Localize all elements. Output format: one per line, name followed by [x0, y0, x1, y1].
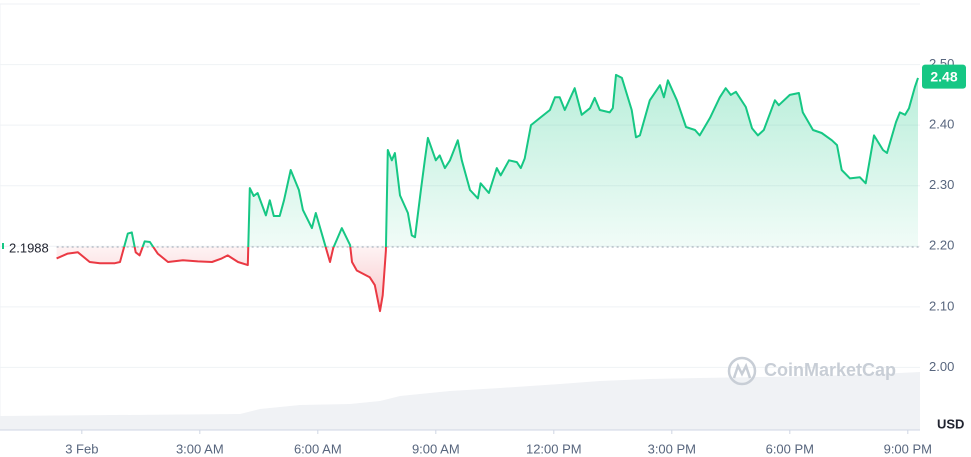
y-tick-label: 2.40	[929, 117, 954, 132]
y-tick-label: 2.00	[929, 359, 954, 374]
x-tick-label: 6:00 PM	[766, 441, 814, 456]
current-price-label: 2.48	[930, 68, 957, 84]
y-tick-label: 2.30	[929, 177, 954, 192]
price-line	[56, 73, 919, 313]
x-tick-label: 12:00 PM	[526, 441, 582, 456]
plot	[56, 73, 920, 313]
x-tick-label: 3:00 AM	[176, 441, 224, 456]
currency-label: USD	[937, 416, 964, 431]
y-tick-label: 2.20	[929, 238, 954, 253]
baseline-label: 2.1988	[9, 240, 49, 255]
watermark: CoinMarketCap	[727, 356, 896, 386]
x-tick-label: 3:00 PM	[648, 441, 696, 456]
volume-area	[0, 372, 920, 430]
x-tick-label: 6:00 AM	[294, 441, 342, 456]
current-price-badge	[922, 64, 966, 89]
price-area-fill	[56, 74, 919, 312]
y-tick-label: 2.10	[929, 298, 954, 313]
x-tick-label: 9:00 PM	[884, 441, 932, 456]
x-tick-label: 9:00 AM	[412, 441, 460, 456]
x-tick-label: 3 Feb	[65, 441, 98, 456]
watermark-text: CoinMarketCap	[764, 360, 896, 380]
